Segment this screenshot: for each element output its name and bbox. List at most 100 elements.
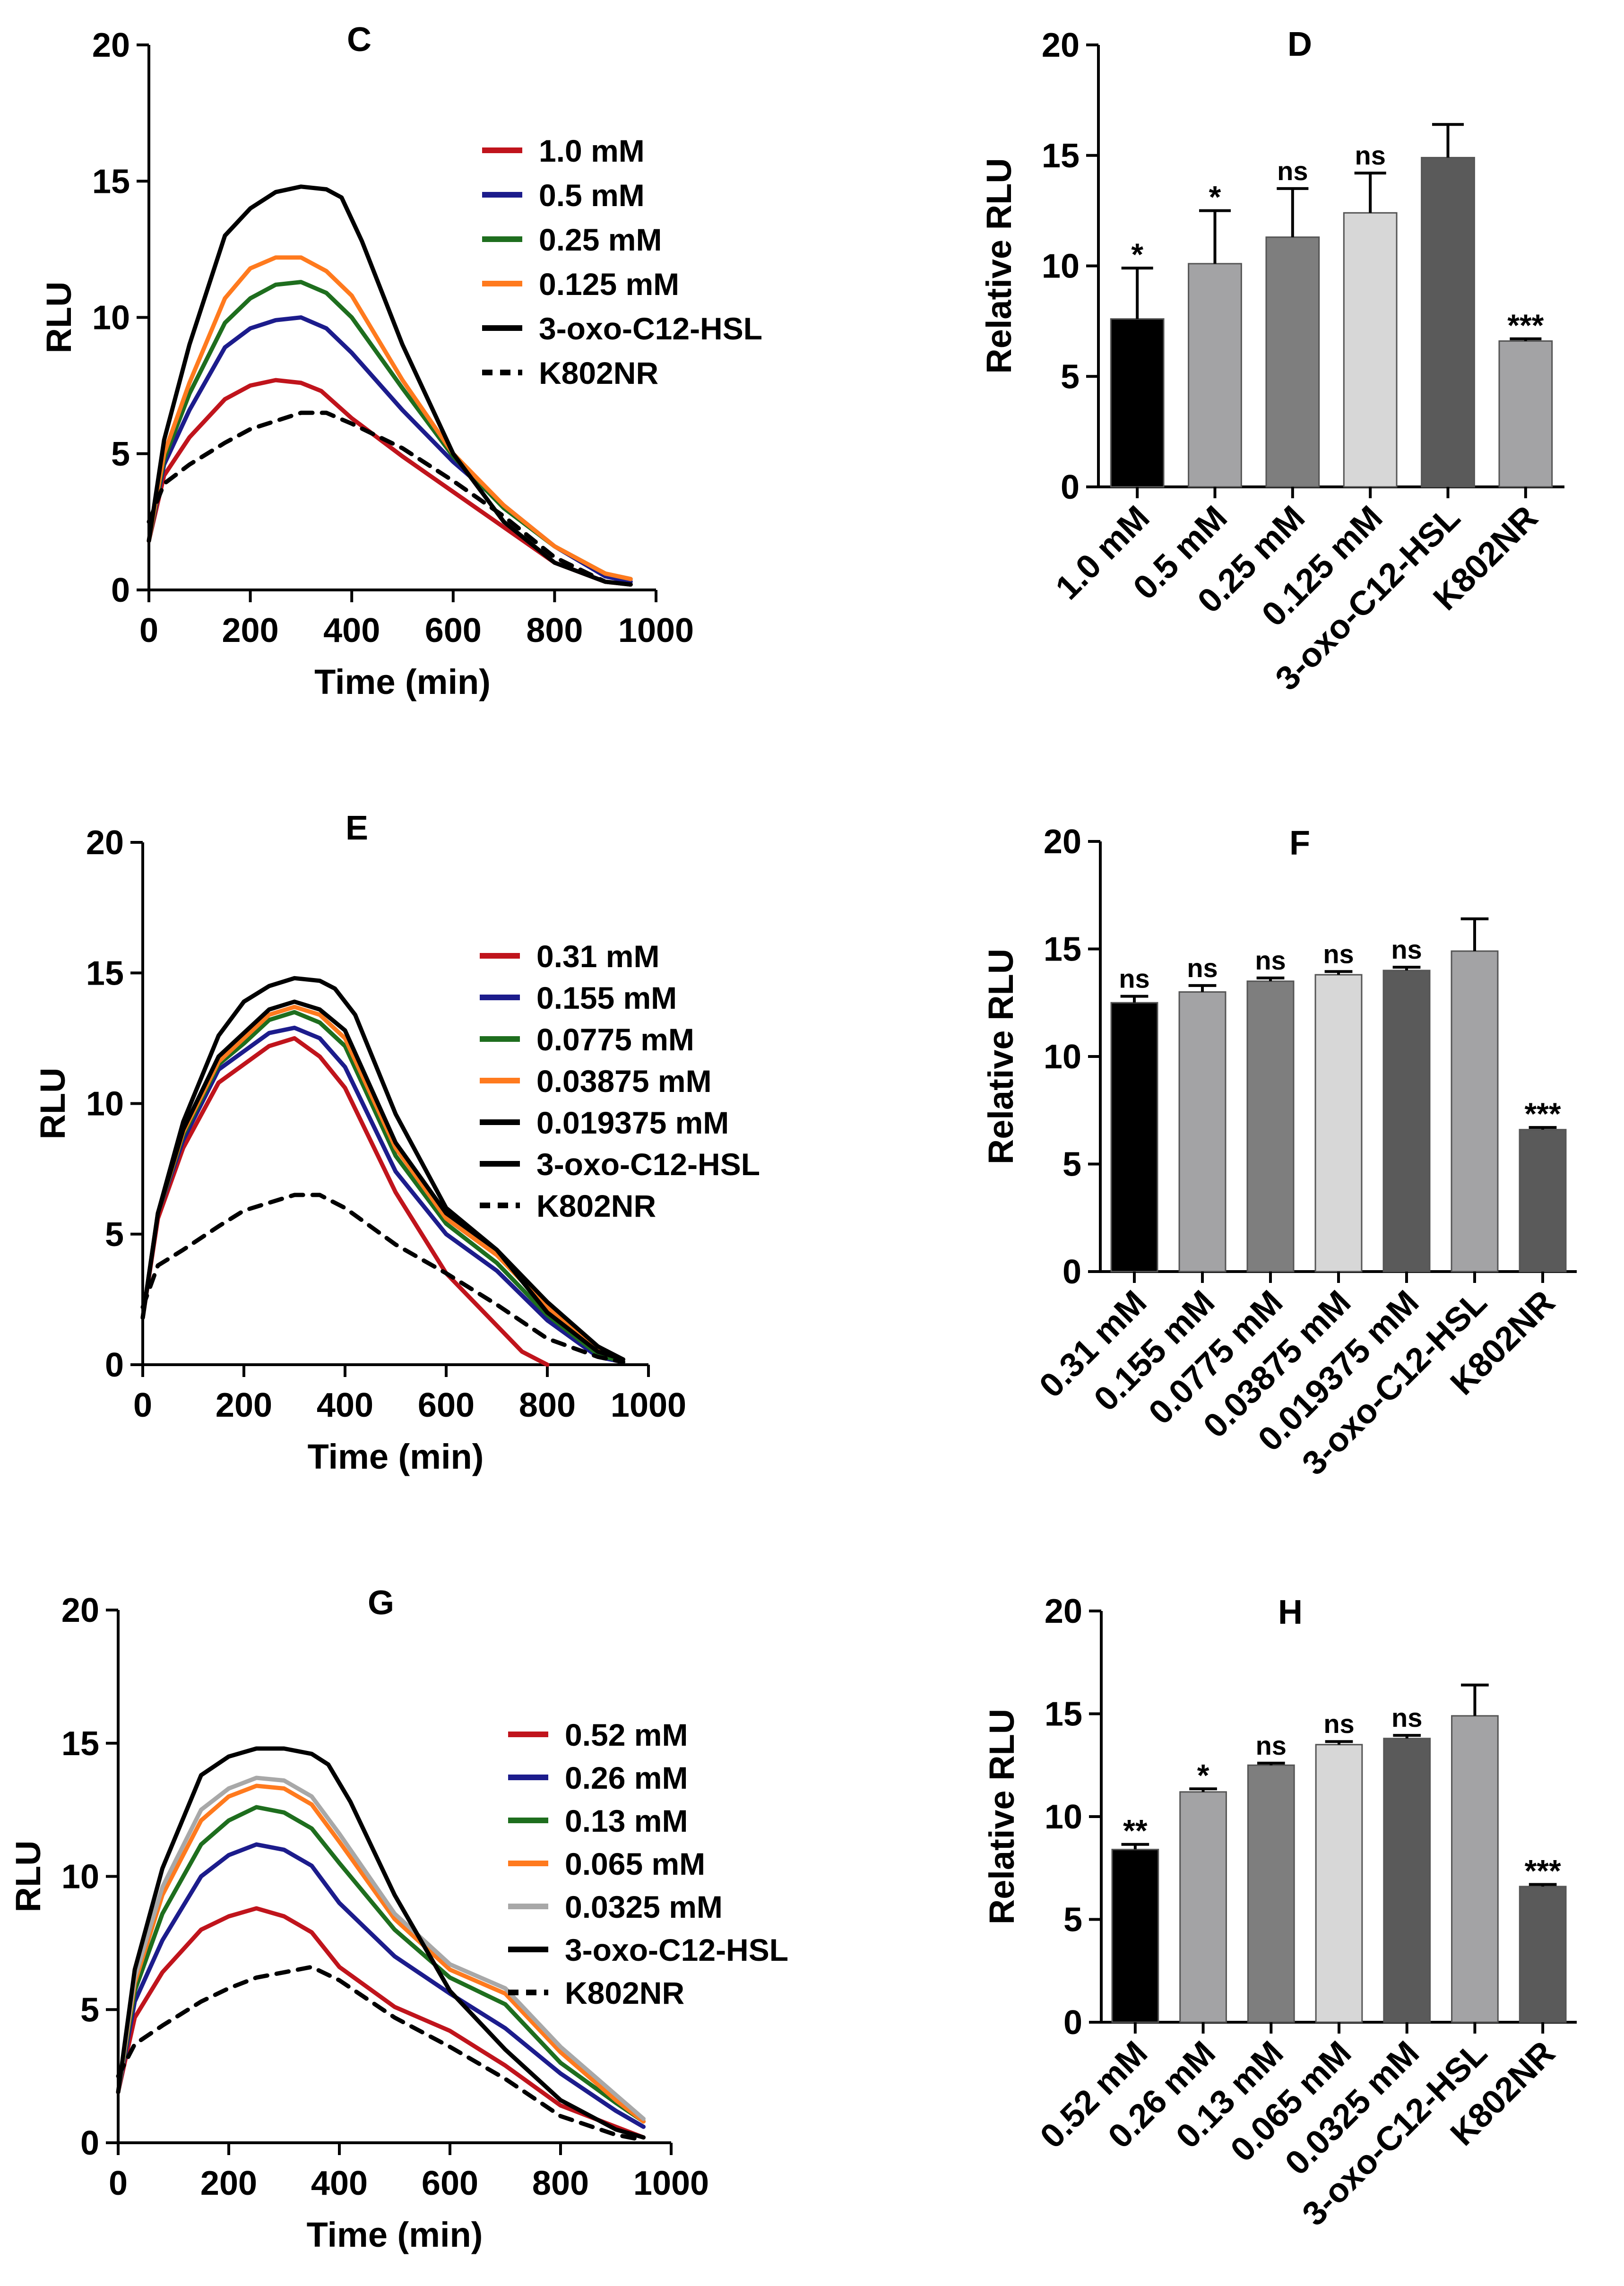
legend-label: 3-oxo-C12-HSL [565, 1932, 788, 1967]
legend-label: K802NR [536, 1188, 656, 1223]
significance-label: ns [1256, 1731, 1287, 1760]
y-tick-label: 15 [86, 954, 124, 992]
legend-label: 0.25 mM [539, 222, 662, 257]
y-tick-label: 20 [1042, 26, 1080, 64]
x-tick-label: 800 [532, 2165, 589, 2202]
legend-label: 1.0 mM [539, 133, 645, 168]
bar-3-oxo-c12-hsl [1421, 156, 1475, 488]
legend: 0.31 mM 0.155 mM 0.0775 mM 0.03875 mM 0.0193… [480, 939, 760, 1223]
y-tick-label: 10 [86, 1085, 124, 1123]
x-tick-label: 400 [317, 1386, 373, 1424]
y-tick-label: 15 [1044, 931, 1081, 969]
significance-label: ns [1187, 953, 1218, 983]
bar-0-0775-mm [1246, 980, 1295, 1273]
y-tick-label: 0 [105, 1346, 124, 1384]
bar-0-065-mm [1315, 1744, 1363, 2023]
series-line-0-13-mm [116, 1805, 646, 2124]
x-tick-label: 1000 [618, 612, 694, 649]
y-tick-label: 10 [92, 299, 130, 337]
significance-label: ns [1277, 156, 1308, 186]
bar-0-13-mm [1247, 1764, 1295, 2023]
bar-3-oxo-c12-hsl [1451, 950, 1499, 1273]
legend-label: 0.155 mM [536, 980, 677, 1015]
chart-title: C [347, 21, 371, 59]
legend-label: 0.5 mM [539, 178, 645, 213]
legend-label: 0.31 mM [536, 939, 659, 974]
legend-label: 0.065 mM [565, 1846, 705, 1881]
significance-label: *** [1525, 1853, 1561, 1888]
significance-label: * [1131, 237, 1143, 272]
series-line-0-26-mm [116, 1842, 646, 2129]
x-tick-label: 200 [222, 612, 279, 649]
legend: 0.52 mM 0.26 mM 0.13 mM 0.065 mM 0.0325 mM 3-… [508, 1717, 788, 2010]
y-axis-label: Relative RLU [981, 949, 1020, 1164]
y-tick-label: 20 [86, 824, 124, 862]
bar-0-03875-mm [1314, 974, 1363, 1273]
bar-0-31-mm [1110, 1002, 1158, 1273]
y-tick-label: 20 [61, 1592, 99, 1629]
y-tick-label: 15 [1042, 137, 1080, 175]
legend-label: 0.0775 mM [536, 1022, 694, 1057]
series-line-0-019375-mm [140, 999, 625, 1362]
bar-0-155-mm [1178, 991, 1227, 1273]
significance-label: ** [1123, 1813, 1148, 1848]
x-tick-label: 1000 [611, 1386, 686, 1424]
x-tick-label: 200 [216, 1386, 272, 1424]
series-line-1-0-mm [147, 378, 633, 587]
legend-label: 0.125 mM [539, 267, 679, 302]
bar-0-0325-mm [1383, 1738, 1431, 2023]
y-tick-label: 5 [105, 1216, 124, 1254]
x-tick-label: 600 [425, 612, 482, 649]
x-axis-label: Time (min) [307, 2215, 483, 2254]
y-axis-label: Relative RLU [982, 1709, 1021, 1924]
y-axis-label: RLU [9, 1840, 48, 1912]
significance-label: *** [1524, 1096, 1561, 1131]
x-tick-label: 0 [139, 612, 158, 649]
legend-label: K802NR [539, 355, 658, 390]
x-tick-label: 800 [519, 1386, 576, 1424]
bar-3-oxo-c12-hsl [1451, 1715, 1499, 2023]
significance-label: ns [1255, 945, 1286, 975]
y-axis-label: RLU [39, 281, 78, 353]
x-tick-label: 600 [422, 2165, 478, 2202]
y-tick-label: 10 [61, 1858, 99, 1896]
significance-label: ns [1355, 140, 1385, 170]
chart-title: D [1287, 26, 1312, 63]
y-tick-label: 10 [1042, 248, 1080, 286]
y-tick-label: 15 [61, 1725, 99, 1763]
chart-title: G [368, 1584, 394, 1622]
significance-label: *** [1507, 308, 1544, 343]
y-tick-label: 20 [1044, 823, 1081, 861]
legend-label: 3-oxo-C12-HSL [536, 1147, 760, 1182]
legend-label: 0.019375 mM [536, 1105, 729, 1140]
significance-label: ns [1391, 1703, 1422, 1732]
bar-k802nr [1519, 1886, 1567, 2023]
y-tick-label: 0 [80, 2124, 99, 2162]
bar-0-125-mm [1343, 212, 1398, 488]
series-line-k802nr [147, 410, 633, 587]
y-tick-label: 20 [92, 26, 130, 64]
significance-label: * [1197, 1758, 1209, 1792]
y-tick-label: 10 [1044, 1038, 1081, 1076]
y-tick-label: 15 [92, 163, 130, 200]
bar-0-52-mm [1111, 1849, 1159, 2023]
bar-0-25-mm [1265, 236, 1320, 488]
legend-label: 0.0325 mM [565, 1889, 723, 1924]
series-line-0-0325-mm [116, 1775, 646, 2121]
chart-title: F [1289, 824, 1310, 862]
x-axis-label: Time (min) [308, 1437, 484, 1476]
y-tick-label: 5 [80, 1991, 99, 2029]
y-tick-label: 5 [1063, 1901, 1082, 1939]
legend-label: 0.26 mM [565, 1760, 688, 1795]
y-axis-label: RLU [33, 1067, 72, 1139]
series-line-0-125-mm [147, 255, 633, 581]
significance-label: ns [1323, 939, 1354, 969]
y-tick-label: 0 [1061, 468, 1080, 506]
x-tick-label: 400 [311, 2165, 368, 2202]
legend-label: 3-oxo-C12-HSL [539, 311, 762, 346]
